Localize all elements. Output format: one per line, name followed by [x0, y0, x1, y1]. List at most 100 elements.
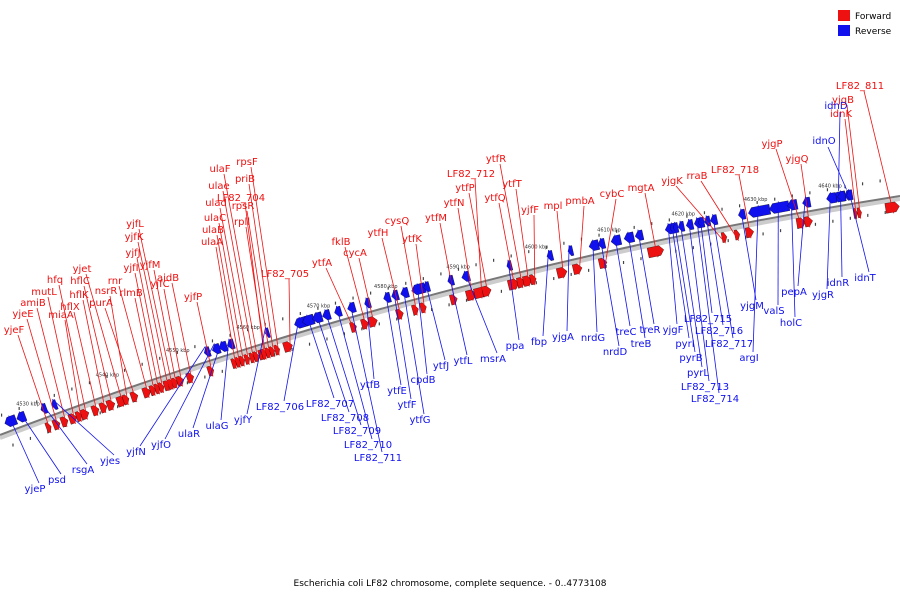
reverse-gene-label[interactable]: nrdD [603, 347, 628, 358]
forward-gene-block[interactable] [733, 229, 741, 241]
reverse-gene-label[interactable]: yjgF [663, 325, 684, 336]
reverse-gene-label[interactable]: ytfE [387, 386, 407, 397]
forward-gene-label[interactable]: yjeF [4, 325, 25, 336]
forward-gene-label[interactable]: LF82_712 [447, 169, 495, 180]
forward-gene-label[interactable]: rraB [686, 171, 707, 182]
forward-gene-block[interactable] [507, 278, 520, 291]
forward-gene-label[interactable]: cysQ [385, 216, 410, 227]
forward-gene-label[interactable]: rnr [108, 276, 123, 287]
forward-gene-label[interactable]: mpl [544, 201, 563, 212]
forward-gene-label[interactable]: purA [89, 298, 113, 309]
reverse-gene-label[interactable]: treR [640, 325, 661, 336]
reverse-gene-block[interactable] [709, 214, 719, 226]
forward-gene-block[interactable] [98, 401, 109, 414]
reverse-gene-block[interactable] [737, 208, 747, 220]
reverse-gene-label[interactable]: yjgM [740, 301, 764, 312]
forward-gene-label[interactable]: cycA [343, 248, 367, 259]
forward-gene-label[interactable]: ytfH [368, 228, 389, 239]
forward-gene-label[interactable]: yjet [73, 264, 92, 275]
forward-gene-label[interactable]: yjfP [184, 292, 202, 303]
forward-gene-label[interactable]: nsrR [95, 286, 118, 297]
forward-gene-label[interactable]: LF82_718 [711, 165, 759, 176]
forward-gene-label[interactable]: yjfF [521, 205, 539, 216]
forward-gene-label[interactable]: mutL [31, 287, 57, 298]
forward-gene-label[interactable]: yjfC [150, 279, 169, 290]
forward-gene-label[interactable]: aidB [157, 273, 179, 284]
forward-gene-label[interactable]: yjgK [661, 176, 683, 187]
forward-gene-label[interactable]: hflC [70, 276, 90, 287]
forward-gene-block[interactable] [646, 245, 665, 259]
reverse-gene-block[interactable] [346, 301, 357, 314]
reverse-gene-block[interactable] [588, 239, 601, 252]
reverse-gene-label[interactable]: pepA [781, 287, 807, 298]
reverse-gene-label[interactable]: yjfN [126, 447, 146, 458]
forward-gene-label[interactable]: fklB [332, 237, 351, 248]
reverse-gene-block[interactable] [703, 215, 712, 227]
forward-gene-label[interactable]: ulaA [201, 237, 223, 248]
reverse-gene-label[interactable]: LF82_709 [333, 426, 381, 437]
forward-gene-label[interactable]: hflK [69, 290, 89, 301]
reverse-gene-block[interactable] [39, 402, 49, 414]
reverse-gene-label[interactable]: nrdG [581, 333, 605, 344]
reverse-gene-label[interactable]: idnR [827, 278, 849, 289]
forward-gene-label[interactable]: ytfP [455, 183, 474, 194]
reverse-gene-block[interactable] [747, 204, 772, 218]
reverse-gene-label[interactable]: LF82_714 [691, 394, 739, 405]
forward-gene-label[interactable]: ytfK [402, 234, 422, 245]
reverse-gene-label[interactable]: ytfL [454, 356, 473, 367]
reverse-gene-block[interactable] [610, 234, 623, 247]
forward-gene-block[interactable] [481, 285, 492, 298]
forward-gene-label[interactable]: pmbA [565, 196, 594, 207]
reverse-gene-block[interactable] [399, 286, 410, 299]
forward-gene-label[interactable]: yjfL [126, 219, 144, 230]
forward-gene-label[interactable]: yjfM [140, 260, 161, 271]
reverse-gene-block[interactable] [634, 229, 645, 241]
forward-gene-label[interactable]: yjfK [125, 232, 144, 243]
forward-gene-label[interactable]: yjfI [123, 263, 138, 274]
reverse-gene-label[interactable]: rsgA [72, 465, 95, 476]
reverse-gene-block[interactable] [623, 231, 636, 244]
reverse-gene-label[interactable]: valS [763, 306, 784, 317]
forward-gene-block[interactable] [803, 216, 814, 228]
forward-gene-label[interactable]: LF82_705 [261, 269, 309, 280]
forward-gene-label[interactable]: ulae [208, 181, 229, 192]
reverse-gene-label[interactable]: fbp [531, 337, 547, 348]
reverse-gene-block[interactable] [597, 238, 607, 249]
reverse-gene-label[interactable]: LF82_711 [354, 453, 402, 464]
reverse-gene-label[interactable]: LF82_715 [684, 314, 732, 325]
reverse-gene-block[interactable] [264, 327, 271, 339]
reverse-gene-label[interactable]: pyrB [679, 353, 702, 364]
forward-gene-label[interactable]: cybC [600, 189, 625, 200]
reverse-gene-label[interactable]: LF82_717 [705, 339, 753, 350]
reverse-gene-block[interactable] [768, 200, 791, 214]
reverse-gene-label[interactable]: cpdB [410, 375, 435, 386]
reverse-gene-label[interactable]: yjfY [234, 415, 253, 426]
reverse-gene-label[interactable]: psd [48, 475, 66, 486]
reverse-gene-label[interactable]: yjfO [151, 440, 171, 451]
reverse-gene-label[interactable]: treC [616, 327, 637, 338]
reverse-gene-block[interactable] [685, 219, 695, 230]
forward-gene-label[interactable]: rpll [234, 217, 250, 228]
forward-gene-block[interactable] [522, 275, 533, 287]
forward-gene-label[interactable]: LF82_811 [836, 81, 884, 92]
forward-gene-label[interactable]: ulaB [202, 225, 224, 236]
forward-gene-label[interactable]: ytfA [312, 258, 332, 269]
forward-gene-label[interactable]: rpsF [236, 157, 258, 168]
reverse-gene-block[interactable] [311, 311, 324, 324]
reverse-gene-label[interactable]: idnT [854, 273, 876, 284]
forward-gene-label[interactable]: yjgP [761, 139, 782, 150]
reverse-gene-label[interactable]: msrA [480, 354, 506, 365]
reverse-gene-label[interactable]: idnO [812, 136, 835, 147]
forward-gene-block[interactable] [44, 422, 53, 434]
forward-gene-block[interactable] [720, 232, 728, 243]
reverse-gene-label[interactable]: LF82_716 [695, 326, 743, 337]
forward-gene-block[interactable] [59, 416, 70, 428]
reverse-gene-label[interactable]: idnD [824, 101, 847, 112]
reverse-gene-block[interactable] [301, 313, 316, 327]
forward-gene-label[interactable]: yjgB [832, 95, 854, 106]
reverse-gene-label[interactable]: ytfB [360, 380, 380, 391]
reverse-gene-label[interactable]: ytfJ [433, 361, 449, 372]
forward-gene-label[interactable]: mgtA [628, 183, 655, 194]
forward-gene-block[interactable] [571, 263, 583, 275]
reverse-gene-label[interactable]: holC [780, 318, 802, 329]
